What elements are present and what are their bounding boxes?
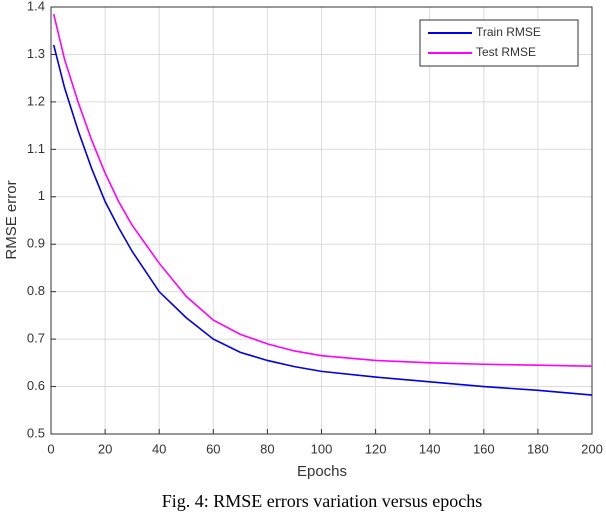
x-tick-label: 100: [311, 441, 333, 456]
legend-label: Test RMSE: [476, 45, 536, 59]
y-tick-label: 1.1: [27, 141, 45, 156]
y-tick-label: 0.7: [27, 331, 45, 346]
y-axis-label: RMSE error: [3, 180, 20, 259]
x-tick-label: 160: [473, 441, 495, 456]
y-tick-label: 0.8: [27, 283, 45, 298]
legend-label: Train RMSE: [476, 25, 541, 39]
x-tick-label: 0: [47, 441, 54, 456]
x-tick-label: 20: [98, 441, 112, 456]
y-tick-label: 0.5: [27, 425, 45, 440]
y-tick-label: 1.3: [27, 46, 45, 61]
x-axis-label: Epochs: [297, 463, 347, 480]
plot-frame: [50, 6, 593, 435]
caption: Fig. 4: RMSE errors variation versus epo…: [162, 491, 482, 511]
y-tick-label: 1.2: [27, 93, 45, 108]
y-tick-label: 0.9: [27, 236, 45, 251]
x-tick-label: 140: [419, 441, 441, 456]
x-tick-label: 200: [581, 441, 603, 456]
x-tick-label: 120: [365, 441, 387, 456]
series-line: [52, 44, 593, 396]
y-tick-label: 0.6: [27, 378, 45, 393]
series-line: [52, 13, 593, 367]
y-tick-label: 1.4: [27, 0, 45, 13]
x-tick-label: 80: [260, 441, 274, 456]
y-tick-label: 1: [38, 188, 45, 203]
x-tick-label: 40: [152, 441, 166, 456]
legend-box: [419, 19, 579, 67]
x-tick-label: 60: [206, 441, 220, 456]
x-tick-label: 180: [527, 441, 549, 456]
